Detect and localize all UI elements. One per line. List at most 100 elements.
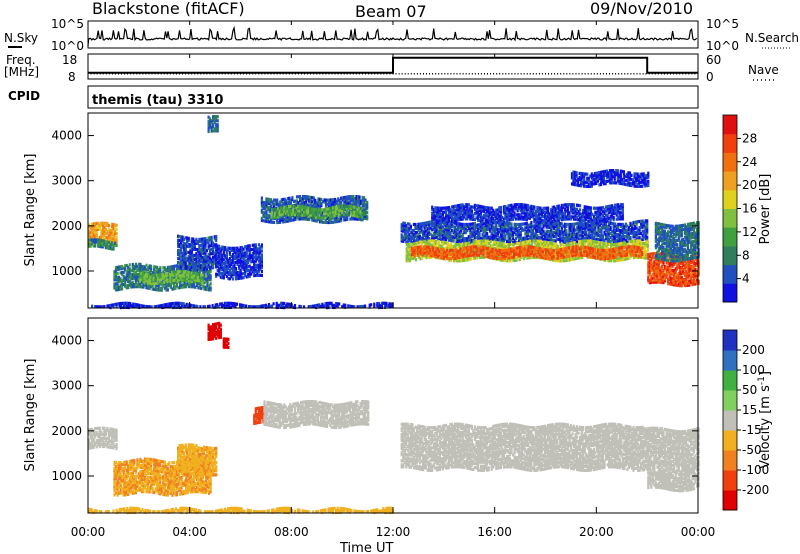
heatmap-cell — [502, 225, 505, 229]
heatmap-cell — [134, 283, 137, 287]
heatmap-cell — [458, 236, 461, 240]
nave-point — [130, 73, 132, 75]
heatmap-cell — [121, 266, 124, 271]
heatmap-cell — [219, 267, 222, 271]
heatmap-cell — [539, 227, 542, 231]
heatmap-cell — [492, 237, 495, 241]
heatmap-cell — [589, 233, 592, 237]
heatmap-cell — [606, 235, 609, 239]
heatmap-cell — [434, 229, 437, 233]
heatmap-cell — [212, 266, 215, 270]
heatmap-cell — [101, 227, 104, 231]
heatmap-cell — [257, 251, 260, 255]
heatmap-cell — [405, 249, 408, 253]
heatmap-cell — [193, 264, 196, 268]
heatmap-cell — [337, 199, 340, 203]
heatmap-cell — [276, 220, 279, 225]
heatmap-cell — [195, 281, 198, 285]
heatmap-cell — [104, 246, 107, 250]
heatmap-cell — [128, 283, 131, 287]
nave-point — [169, 73, 171, 75]
heatmap-cell — [181, 235, 184, 239]
heatmap-cell — [121, 281, 124, 285]
heatmap-cell — [193, 268, 196, 272]
heatmap-cell — [440, 227, 443, 231]
heatmap-cell — [348, 206, 351, 211]
heatmap-cell — [207, 238, 210, 242]
heatmap-cell — [301, 207, 304, 211]
heatmap-cell — [447, 220, 451, 224]
nave-point — [301, 73, 302, 75]
heatmap-cell — [446, 243, 450, 248]
heatmap-cell — [612, 222, 615, 226]
heatmap-cell — [303, 207, 306, 212]
heatmap-cell — [454, 229, 457, 233]
heatmap-cell — [114, 270, 118, 274]
heatmap-cell — [324, 198, 328, 202]
heatmap-cell — [352, 194, 355, 199]
heatmap-cell — [92, 240, 95, 244]
nave-point — [621, 73, 623, 75]
heatmap-cell — [250, 256, 253, 260]
heatmap-cell — [349, 197, 352, 201]
heatmap-cell — [621, 228, 624, 233]
heatmap-cell — [121, 287, 124, 291]
heatmap-cell — [109, 232, 112, 236]
cpid-label: CPID — [8, 89, 40, 103]
heatmap-cell — [231, 277, 235, 281]
heatmap-cell — [435, 225, 438, 229]
heatmap-cell — [508, 222, 512, 226]
heatmap-cell — [576, 240, 579, 244]
heatmap-cell — [263, 215, 267, 219]
heatmap-cell — [437, 242, 440, 246]
heatmap-cell — [257, 263, 260, 267]
heatmap-cell — [130, 269, 133, 273]
heatmap-cell — [406, 226, 409, 230]
heatmap-cell — [248, 274, 251, 278]
heatmap-cell — [216, 129, 219, 133]
heatmap-cell — [437, 225, 440, 229]
heatmap-cell — [576, 234, 579, 238]
heatmap-cell — [641, 229, 644, 233]
nave-point — [426, 73, 427, 75]
heatmap-cell — [431, 243, 434, 247]
heatmap-cell — [95, 240, 98, 244]
heatmap-cell — [184, 258, 187, 262]
heatmap-cell — [486, 227, 489, 231]
heatmap-cell — [583, 236, 586, 240]
heatmap-cell — [432, 236, 435, 240]
heatmap-cell — [122, 266, 125, 270]
heatmap-cell — [227, 264, 230, 268]
heatmap-cell — [190, 261, 193, 265]
heatmap-cell — [167, 273, 170, 277]
heatmap-cell — [603, 230, 606, 234]
heatmap-cell — [457, 259, 460, 263]
heatmap-cell — [189, 259, 192, 263]
heatmap-cell — [409, 230, 412, 235]
heatmap-cell — [449, 236, 452, 240]
heatmap-cell — [329, 198, 332, 202]
heatmap-cell — [618, 239, 621, 243]
heatmap-cell — [192, 247, 195, 251]
heatmap-cell — [547, 223, 550, 227]
heatmap-cell — [539, 235, 542, 239]
heatmap-cell — [533, 232, 536, 236]
heatmap-cell — [198, 254, 201, 258]
heatmap-cell — [484, 221, 487, 225]
heatmap-cell — [228, 252, 231, 256]
heatmap-cell — [166, 284, 169, 288]
heatmap-cell — [173, 272, 177, 276]
heatmap-cell — [260, 202, 263, 206]
heatmap-cell — [496, 234, 499, 238]
heatmap-cell — [530, 231, 533, 235]
heatmap-cell — [136, 274, 139, 278]
heatmap-cell — [163, 268, 166, 272]
heatmap-cell — [598, 223, 602, 227]
heatmap-cell — [198, 239, 201, 243]
heatmap-cell — [259, 263, 262, 267]
heatmap-cell — [165, 268, 168, 272]
heatmap-cell — [467, 235, 470, 239]
heatmap-cell — [539, 231, 542, 235]
heatmap-cell — [250, 248, 253, 252]
heatmap-cell — [492, 227, 495, 231]
